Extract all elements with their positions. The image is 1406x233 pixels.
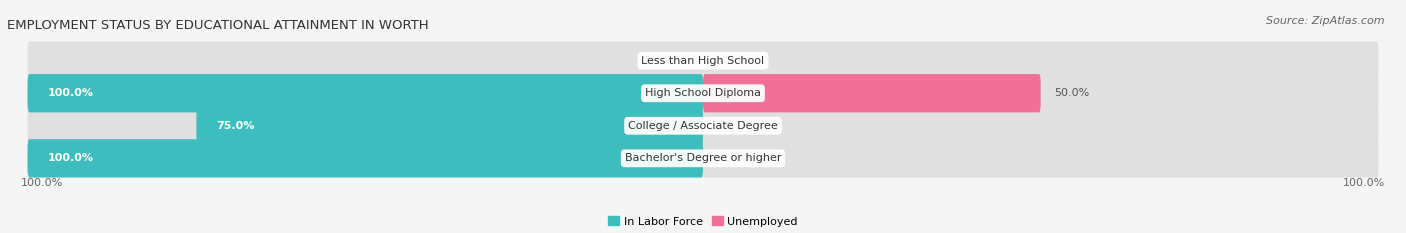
Text: 100.0%: 100.0% <box>21 178 63 188</box>
Text: 0.0%: 0.0% <box>654 56 683 66</box>
FancyBboxPatch shape <box>28 41 1378 80</box>
Text: 50.0%: 50.0% <box>1054 88 1090 98</box>
FancyBboxPatch shape <box>28 107 1378 145</box>
Text: 0.0%: 0.0% <box>723 121 752 131</box>
Text: Source: ZipAtlas.com: Source: ZipAtlas.com <box>1267 16 1385 26</box>
Text: 100.0%: 100.0% <box>48 88 94 98</box>
Text: Bachelor's Degree or higher: Bachelor's Degree or higher <box>624 153 782 163</box>
FancyBboxPatch shape <box>197 107 703 145</box>
Text: High School Diploma: High School Diploma <box>645 88 761 98</box>
FancyBboxPatch shape <box>703 74 1040 112</box>
Text: 0.0%: 0.0% <box>723 56 752 66</box>
Text: College / Associate Degree: College / Associate Degree <box>628 121 778 131</box>
Text: EMPLOYMENT STATUS BY EDUCATIONAL ATTAINMENT IN WORTH: EMPLOYMENT STATUS BY EDUCATIONAL ATTAINM… <box>7 19 429 32</box>
Text: 100.0%: 100.0% <box>48 153 94 163</box>
Text: 0.0%: 0.0% <box>723 153 752 163</box>
FancyBboxPatch shape <box>28 74 703 112</box>
Legend: In Labor Force, Unemployed: In Labor Force, Unemployed <box>603 212 803 231</box>
FancyBboxPatch shape <box>28 139 703 178</box>
Text: 100.0%: 100.0% <box>1343 178 1385 188</box>
FancyBboxPatch shape <box>28 74 1378 112</box>
FancyBboxPatch shape <box>28 139 1378 178</box>
Text: Less than High School: Less than High School <box>641 56 765 66</box>
Text: 75.0%: 75.0% <box>217 121 254 131</box>
